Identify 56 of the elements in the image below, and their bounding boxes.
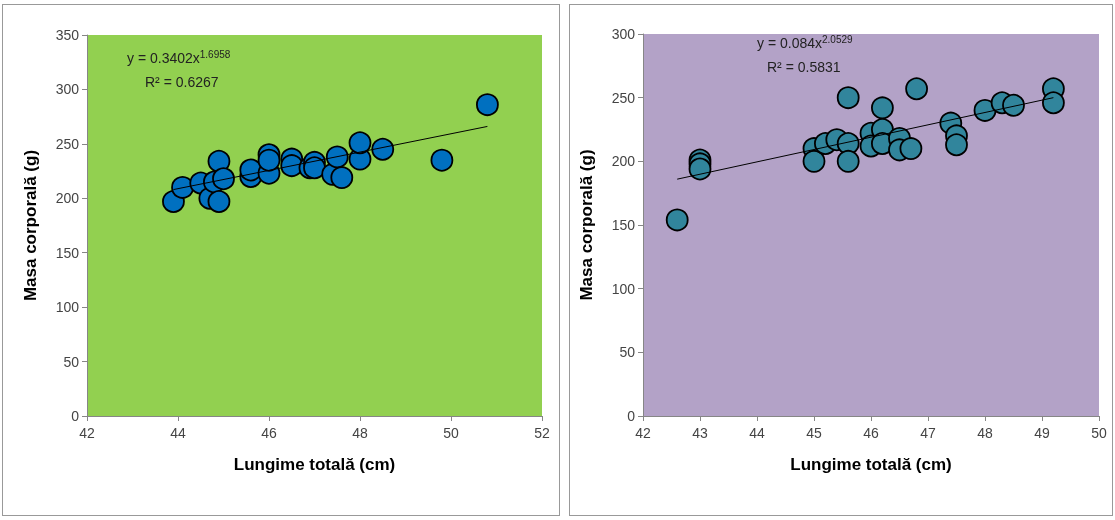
y-tick-label: 300 <box>55 81 80 98</box>
point <box>476 93 499 117</box>
x-tick-label: 49 <box>1034 425 1050 441</box>
point <box>1042 91 1065 115</box>
x-tick-label: 47 <box>920 425 936 441</box>
point <box>871 96 894 120</box>
x-axis-title: Lungime totală (cm) <box>790 455 952 474</box>
point <box>836 149 860 173</box>
y-tick-label: 150 <box>611 217 636 233</box>
x-tick-label: 45 <box>806 425 822 441</box>
x-tick-label: 42 <box>635 425 651 441</box>
point <box>207 190 231 213</box>
x-axis-title: Lungime totală (cm) <box>233 455 396 474</box>
x-tick-label: 50 <box>443 425 459 441</box>
y-tick-label: 200 <box>611 153 636 170</box>
point <box>348 131 372 155</box>
x-tick-label: 43 <box>692 425 708 441</box>
point <box>212 167 235 191</box>
point <box>325 145 349 169</box>
y-axis-title: Masa corporală (g) <box>577 149 596 301</box>
y-tick-label: 300 <box>611 26 636 42</box>
x-tick-label: 48 <box>977 425 993 441</box>
point <box>430 148 454 172</box>
point <box>905 77 928 101</box>
x-tick-label: 44 <box>749 425 765 441</box>
point <box>1002 93 1025 117</box>
x-tick-label: 42 <box>79 425 95 441</box>
y-tick-label: 50 <box>63 353 80 370</box>
y-tick-label: 350 <box>55 27 80 43</box>
point <box>330 166 354 189</box>
point <box>836 86 860 110</box>
y-tick-label: 50 <box>619 344 636 361</box>
y-tick-label: 0 <box>627 408 636 424</box>
y-axis-title: Masa corporală (g) <box>21 149 40 302</box>
point <box>371 137 395 161</box>
y-tick-label: 200 <box>55 190 80 207</box>
point <box>802 149 826 173</box>
y-tick-label: 250 <box>611 89 636 106</box>
x-tick-label: 48 <box>352 425 368 441</box>
y-tick-label: 150 <box>55 244 80 261</box>
point <box>945 133 968 157</box>
x-tick-label: 46 <box>261 425 277 441</box>
point <box>688 157 712 181</box>
y-tick-label: 250 <box>55 135 80 152</box>
x-tick-label: 50 <box>1091 425 1107 441</box>
annotation: R² = 0.6267 <box>145 74 219 90</box>
x-tick-label: 46 <box>863 425 879 441</box>
point <box>665 208 689 232</box>
y-tick-label: 100 <box>55 299 80 316</box>
point <box>899 137 923 160</box>
x-tick-label: 52 <box>534 425 550 441</box>
point <box>257 148 281 172</box>
annotation: R² = 0.5831 <box>767 59 841 75</box>
y-tick-label: 0 <box>71 408 80 424</box>
y-tick-label: 100 <box>611 280 636 297</box>
x-tick-label: 44 <box>170 425 186 441</box>
